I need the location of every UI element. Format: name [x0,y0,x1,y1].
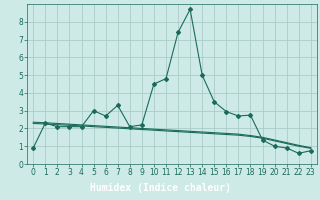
Text: Humidex (Indice chaleur): Humidex (Indice chaleur) [90,183,230,193]
